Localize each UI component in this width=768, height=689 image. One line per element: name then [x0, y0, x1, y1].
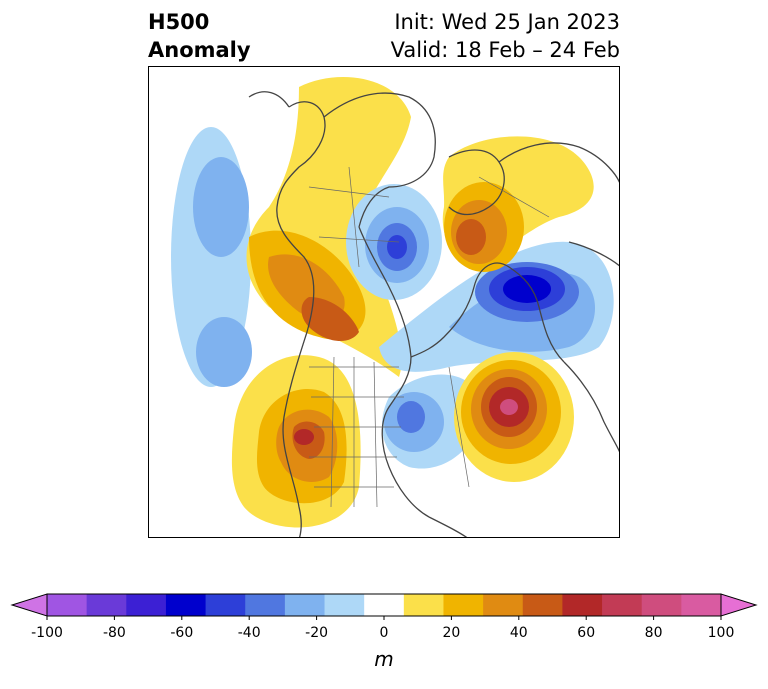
- title-line-1: H500: [148, 10, 210, 34]
- atlantic-trough-band: [379, 241, 614, 372]
- colorbar-bin: [47, 594, 88, 616]
- colorbar-unit-label: m: [374, 647, 393, 671]
- colorbar-svg: -100 -80 -60 -40 -20 0 20 40 60 80 100 m: [10, 593, 758, 671]
- colorbar-bin: [403, 594, 444, 616]
- colorbar-bin: [443, 594, 484, 616]
- colorbar-tick-label: -80: [103, 625, 126, 641]
- colorbar-bin: [126, 594, 167, 616]
- title-line-2: Anomaly: [148, 38, 251, 62]
- arctic-ridge-anomaly: [442, 136, 594, 272]
- colorbar-bin: [641, 594, 682, 616]
- colorbar-bin: [483, 594, 524, 616]
- colorbar-tick-label: 80: [645, 625, 663, 641]
- colorbar-tick-label: 100: [708, 625, 735, 641]
- anomaly-map: [148, 66, 620, 538]
- colorbar-bin: [522, 594, 563, 616]
- state-borders: [308, 166, 550, 508]
- colorbar-bin: [681, 594, 722, 616]
- coastlines: [248, 91, 619, 537]
- southwest-ridge-anomaly: [231, 355, 361, 528]
- colorbar-extend-min: [10, 593, 48, 617]
- colorbar-tick-label: -20: [305, 625, 328, 641]
- colorbar-bin: [245, 594, 286, 616]
- colorbar-bin: [205, 594, 246, 616]
- forecast-dates: Init: Wed 25 Jan 2023 Valid: 18 Feb – 24…: [391, 8, 620, 64]
- colorbar-bin: [602, 594, 643, 616]
- colorbar-tick-label: 60: [577, 625, 595, 641]
- colorbar-tick-label: -60: [170, 625, 193, 641]
- anomaly-map-svg: [149, 67, 619, 537]
- western-ridge-anomaly: [246, 77, 411, 377]
- valid-period: Valid: 18 Feb – 24 Feb: [390, 38, 620, 62]
- colorbar-bin: [562, 594, 603, 616]
- colorbar-bin: [364, 594, 405, 616]
- colorbar-tick-label: 40: [510, 625, 528, 641]
- colorbar-tick-label: 20: [442, 625, 460, 641]
- init-date: Init: Wed 25 Jan 2023: [394, 10, 620, 34]
- eastern-us-trough: [381, 374, 481, 469]
- colorbar-bin: [284, 594, 326, 616]
- colorbar-tick-label: -100: [31, 625, 63, 641]
- map-title: H500 Anomaly: [148, 8, 251, 64]
- colorbar-tick-label: -40: [238, 625, 261, 641]
- colorbar-extend-max: [720, 593, 758, 617]
- colorbar-bin: [86, 594, 127, 616]
- colorbar: -100 -80 -60 -40 -20 0 20 40 60 80 100 m: [0, 585, 768, 685]
- colorbar-tick-label: 0: [380, 625, 389, 641]
- colorbar-bin: [324, 594, 365, 616]
- north-atlantic-ridge: [454, 352, 574, 482]
- colorbar-bin: [165, 594, 207, 616]
- pacific-low-anomaly: [171, 127, 252, 387]
